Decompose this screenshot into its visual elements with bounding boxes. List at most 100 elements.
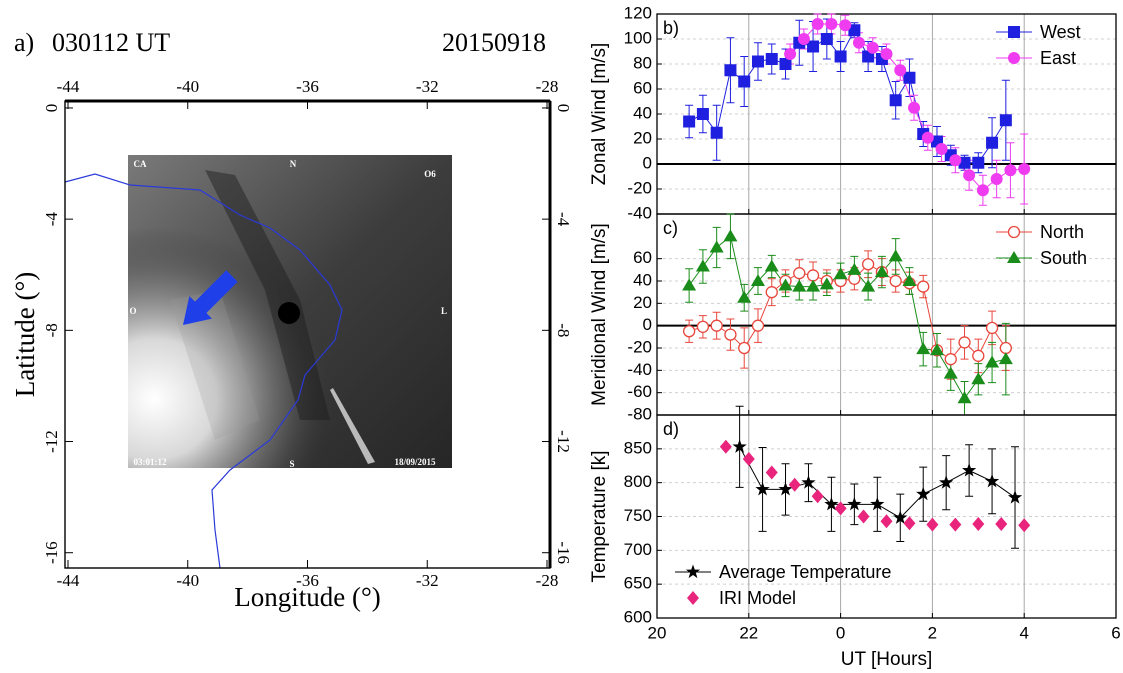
series-line xyxy=(688,263,1007,360)
bright-band xyxy=(170,290,260,440)
y-tick-label: -40 xyxy=(627,203,652,222)
marker xyxy=(889,94,902,107)
marker xyxy=(839,19,852,32)
marker xyxy=(811,18,824,30)
y-tick-label: 700 xyxy=(624,540,652,559)
y-tick-label: -40 xyxy=(627,360,652,379)
marker xyxy=(985,321,999,335)
marker xyxy=(995,516,1008,531)
y-tick-label: 650 xyxy=(624,574,652,593)
marker xyxy=(683,115,696,128)
legend-label: North xyxy=(1040,222,1084,242)
x-tick-label: -28 xyxy=(536,571,559,590)
marker xyxy=(682,278,697,291)
dark-band xyxy=(205,170,330,420)
marker xyxy=(848,24,861,37)
marker xyxy=(778,481,793,496)
x-axis-label: UT [Hours] xyxy=(841,649,933,670)
marker xyxy=(709,240,724,253)
marker xyxy=(880,514,893,529)
image-label: 18/09/2015 xyxy=(394,457,436,467)
image-label: O xyxy=(129,306,136,316)
y-tick-label: 100 xyxy=(624,28,652,47)
marker xyxy=(880,48,893,60)
marker xyxy=(750,274,765,286)
marker xyxy=(921,131,934,144)
marker xyxy=(874,265,889,278)
marker xyxy=(958,156,971,169)
marker xyxy=(916,486,931,501)
image-label: N xyxy=(290,159,297,169)
x-axis-label: Longitude (°) xyxy=(234,582,381,612)
image-label: S xyxy=(289,459,294,469)
marker xyxy=(751,319,765,332)
legend-label: East xyxy=(1040,48,1076,68)
series-line xyxy=(688,29,1007,164)
marker xyxy=(998,352,1013,365)
panel-label: a) xyxy=(14,28,34,57)
marker xyxy=(1004,164,1017,177)
marker xyxy=(870,496,885,511)
x-tick-label-top: -32 xyxy=(416,77,439,96)
chart-title: 030112 UT xyxy=(52,28,170,57)
marker xyxy=(916,342,931,355)
x-tick-label: 0 xyxy=(836,623,845,642)
marker xyxy=(903,71,916,84)
marker xyxy=(999,114,1012,127)
x-tick-label-top: -40 xyxy=(176,77,199,96)
marker xyxy=(908,101,921,114)
marker xyxy=(751,55,764,68)
marker xyxy=(724,328,737,341)
marker xyxy=(963,169,976,182)
marker xyxy=(820,33,833,45)
marker xyxy=(971,372,986,385)
marker xyxy=(742,451,755,466)
y-axis-label: Zonal Wind [m/s] xyxy=(589,43,610,186)
marker xyxy=(825,18,838,30)
marker xyxy=(852,36,865,49)
y-axis-label: Temperature [k] xyxy=(589,451,610,583)
y-tick-label: -4 xyxy=(42,212,61,227)
x-tick-label: 20 xyxy=(648,623,667,642)
y-tick-label-right: -8 xyxy=(554,323,573,337)
marker xyxy=(784,48,797,60)
marker xyxy=(957,391,972,404)
marker xyxy=(755,481,770,496)
marker xyxy=(847,496,862,511)
y-tick-label: 850 xyxy=(624,438,652,457)
y-tick-label: 40 xyxy=(633,103,652,122)
y-tick-label-right: -16 xyxy=(554,541,573,564)
legend-marker xyxy=(1008,52,1020,64)
marker xyxy=(801,475,816,489)
series-line xyxy=(688,235,1006,400)
panel: -80 -60 -40 -20 0 20 40 60 Meridional Wind [m/s]… xyxy=(589,213,1117,423)
y-tick-label: 60 xyxy=(633,78,652,97)
panel-label: c) xyxy=(663,218,678,238)
marker xyxy=(778,278,793,291)
marker xyxy=(806,279,821,292)
marker xyxy=(764,259,779,272)
y-tick-label-right: -12 xyxy=(554,430,573,453)
marker xyxy=(1007,490,1023,504)
marker xyxy=(939,475,954,489)
meteor-trail xyxy=(330,388,375,464)
marker xyxy=(765,465,778,480)
marker xyxy=(696,320,710,333)
x-tick-label: 22 xyxy=(739,623,758,642)
marker xyxy=(788,477,801,492)
marker xyxy=(943,366,958,379)
chart-date: 20150918 xyxy=(442,28,546,57)
marker xyxy=(806,269,820,282)
marker xyxy=(961,462,977,477)
marker xyxy=(719,439,732,454)
y-tick-label: -20 xyxy=(627,337,652,356)
marker xyxy=(926,517,939,532)
image-label: O6 xyxy=(424,169,436,179)
y-tick-label: -20 xyxy=(627,178,652,197)
y-tick-label-right: -4 xyxy=(554,212,573,227)
y-tick-label: 0 xyxy=(643,315,652,334)
y-axis-label: Meridional Wind [m/s] xyxy=(589,223,610,406)
y-tick-label: 600 xyxy=(624,607,652,626)
y-tick-label: 0 xyxy=(643,153,652,172)
